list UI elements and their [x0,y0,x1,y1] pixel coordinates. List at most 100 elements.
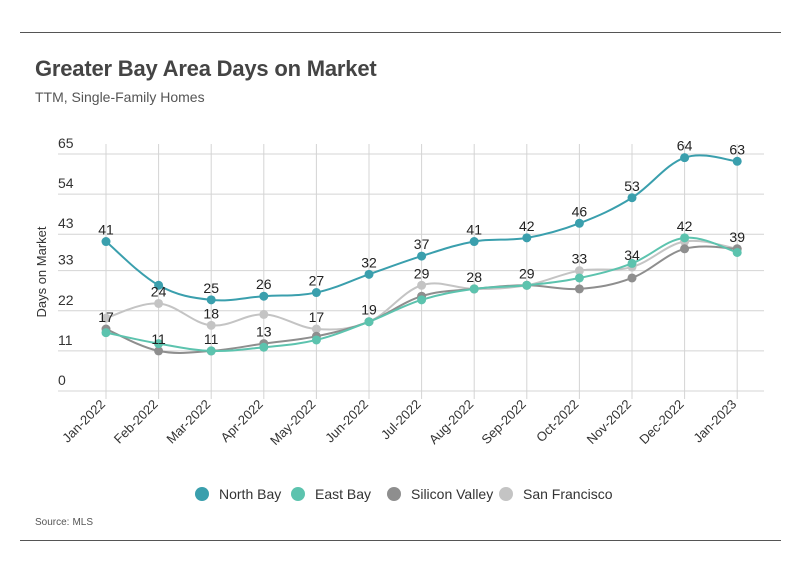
x-tick-label-mar-2022: Mar-2022 [163,397,213,447]
x-tick-label-apr-2022: Apr-2022 [217,397,265,445]
data-point-east-bay-jul-2022 [417,295,427,305]
data-point-east-bay-oct-2022 [574,273,584,283]
y-axis-label: Days on Market [34,226,49,317]
data-point-north-bay-nov-2022 [627,193,637,203]
data-point-east-bay-jan-2023 [732,247,742,257]
bottom-rule [20,540,781,541]
data-label-north-bay-jan-2022: 41 [98,222,114,238]
legend-marker-san-francisco [499,487,513,501]
legend-label-east-bay: East Bay [315,486,371,502]
data-point-north-bay-jun-2022 [364,269,374,279]
data-point-east-bay-dec-2022 [680,233,690,243]
legend-label-silicon-valley: Silicon Valley [411,486,493,502]
data-point-san-francisco-may-2022 [311,324,321,334]
data-point-north-bay-oct-2022 [574,218,584,228]
data-label-silicon-valley-jan-2022: 17 [98,309,114,325]
y-tick-label-22: 22 [58,292,74,308]
data-point-east-bay-jun-2022 [364,317,374,327]
y-tick-label-54: 54 [58,175,74,191]
x-tick-label-may-2022: May-2022 [267,397,318,448]
data-point-north-bay-mar-2022 [206,295,216,305]
data-label-san-francisco-sep-2022: 29 [519,265,535,281]
data-point-silicon-valley-nov-2022 [627,273,637,283]
x-tick-label-oct-2022: Oct-2022 [533,397,581,445]
data-point-east-bay-aug-2022 [469,284,479,294]
data-point-silicon-valley-dec-2022 [680,244,690,254]
chart-title: Greater Bay Area Days on Market [35,56,377,81]
data-label-north-bay-sep-2022: 42 [519,218,535,234]
data-point-north-bay-jul-2022 [417,251,427,261]
data-point-silicon-valley-feb-2022 [154,346,164,356]
x-tick-label-jan-2022: Jan-2022 [59,397,108,446]
x-tick-label-jun-2022: Jun-2022 [322,397,371,446]
data-point-north-bay-aug-2022 [469,237,479,247]
data-point-san-francisco-oct-2022 [574,266,584,276]
data-point-north-bay-may-2022 [311,288,321,298]
data-label-north-bay-oct-2022: 46 [572,203,588,219]
data-point-silicon-valley-oct-2022 [574,284,584,294]
chart-subtitle: TTM, Single-Family Homes [35,89,205,105]
data-point-san-francisco-feb-2022 [154,298,164,308]
source-label: Source: [35,517,70,528]
data-point-san-francisco-jan-2022 [101,313,111,323]
data-point-east-bay-jan-2022 [101,328,111,338]
data-point-north-bay-feb-2022 [154,280,164,290]
data-point-east-bay-may-2022 [311,335,321,345]
legend-marker-east-bay [291,487,305,501]
top-rule [20,32,781,33]
data-label-silicon-valley-mar-2022: 11 [204,331,219,347]
data-point-east-bay-nov-2022 [627,258,637,268]
data-label-san-francisco-jul-2022: 29 [414,265,430,281]
legend-marker-silicon-valley [387,487,401,501]
data-label-east-bay-dec-2022: 42 [677,218,693,234]
data-label-san-francisco-feb-2022: 24 [151,283,167,299]
data-point-north-bay-sep-2022 [522,233,532,243]
y-tick-label-43: 43 [58,215,74,231]
data-point-east-bay-apr-2022 [259,342,269,352]
data-label-san-francisco-aug-2022: 28 [466,269,482,285]
data-label-san-francisco-may-2022: 17 [309,309,325,325]
data-label-san-francisco-mar-2022: 18 [203,305,219,321]
data-point-north-bay-dec-2022 [680,153,690,163]
data-label-san-francisco-oct-2022: 33 [572,251,588,267]
y-tick-label-65: 65 [58,135,74,151]
data-label-silicon-valley-jun-2022: 19 [361,302,377,318]
data-point-east-bay-feb-2022 [154,339,164,349]
data-label-north-bay-dec-2022: 64 [677,138,693,154]
x-tick-label-feb-2022: Feb-2022 [111,397,161,447]
source-note: Source: MLS [35,517,93,528]
data-point-east-bay-mar-2022 [206,346,216,356]
data-point-east-bay-sep-2022 [522,280,532,290]
data-label-north-bay-jul-2022: 37 [414,236,430,252]
y-tick-label-11: 11 [58,332,73,348]
data-point-san-francisco-apr-2022 [259,309,269,319]
data-label-north-bay-mar-2022: 25 [203,280,219,296]
x-tick-label-nov-2022: Nov-2022 [584,397,634,447]
data-label-silicon-valley-feb-2022: 11 [151,331,166,347]
legend-label-san-francisco: San Francisco [523,486,613,502]
x-tick-label-dec-2022: Dec-2022 [636,397,686,447]
legend-label-north-bay: North Bay [219,486,281,502]
data-point-north-bay-jan-2023 [732,156,742,166]
x-tick-label-jul-2022: Jul-2022 [378,397,424,443]
data-label-north-bay-aug-2022: 41 [466,222,482,238]
data-point-north-bay-jan-2022 [101,237,111,247]
data-label-north-bay-jan-2023: 63 [729,141,745,157]
legend-marker-north-bay [195,487,209,501]
data-label-north-bay-jun-2022: 32 [361,254,377,270]
source-value: MLS [72,517,94,528]
data-label-north-bay-may-2022: 27 [309,273,325,289]
y-tick-label-0: 0 [58,372,66,388]
data-label-north-bay-apr-2022: 26 [256,276,272,292]
x-tick-label-jan-2023: Jan-2023 [690,397,739,446]
y-tick-label-33: 33 [58,252,74,268]
data-label-silicon-valley-apr-2022: 13 [256,324,272,340]
x-tick-label-aug-2022: Aug-2022 [426,397,476,447]
data-point-north-bay-apr-2022 [259,291,269,301]
data-point-san-francisco-jul-2022 [417,280,427,290]
data-point-san-francisco-mar-2022 [206,320,216,330]
data-label-san-francisco-nov-2022: 34 [624,247,640,263]
x-tick-label-sep-2022: Sep-2022 [478,397,528,447]
data-label-san-francisco-jan-2023: 39 [729,229,745,245]
